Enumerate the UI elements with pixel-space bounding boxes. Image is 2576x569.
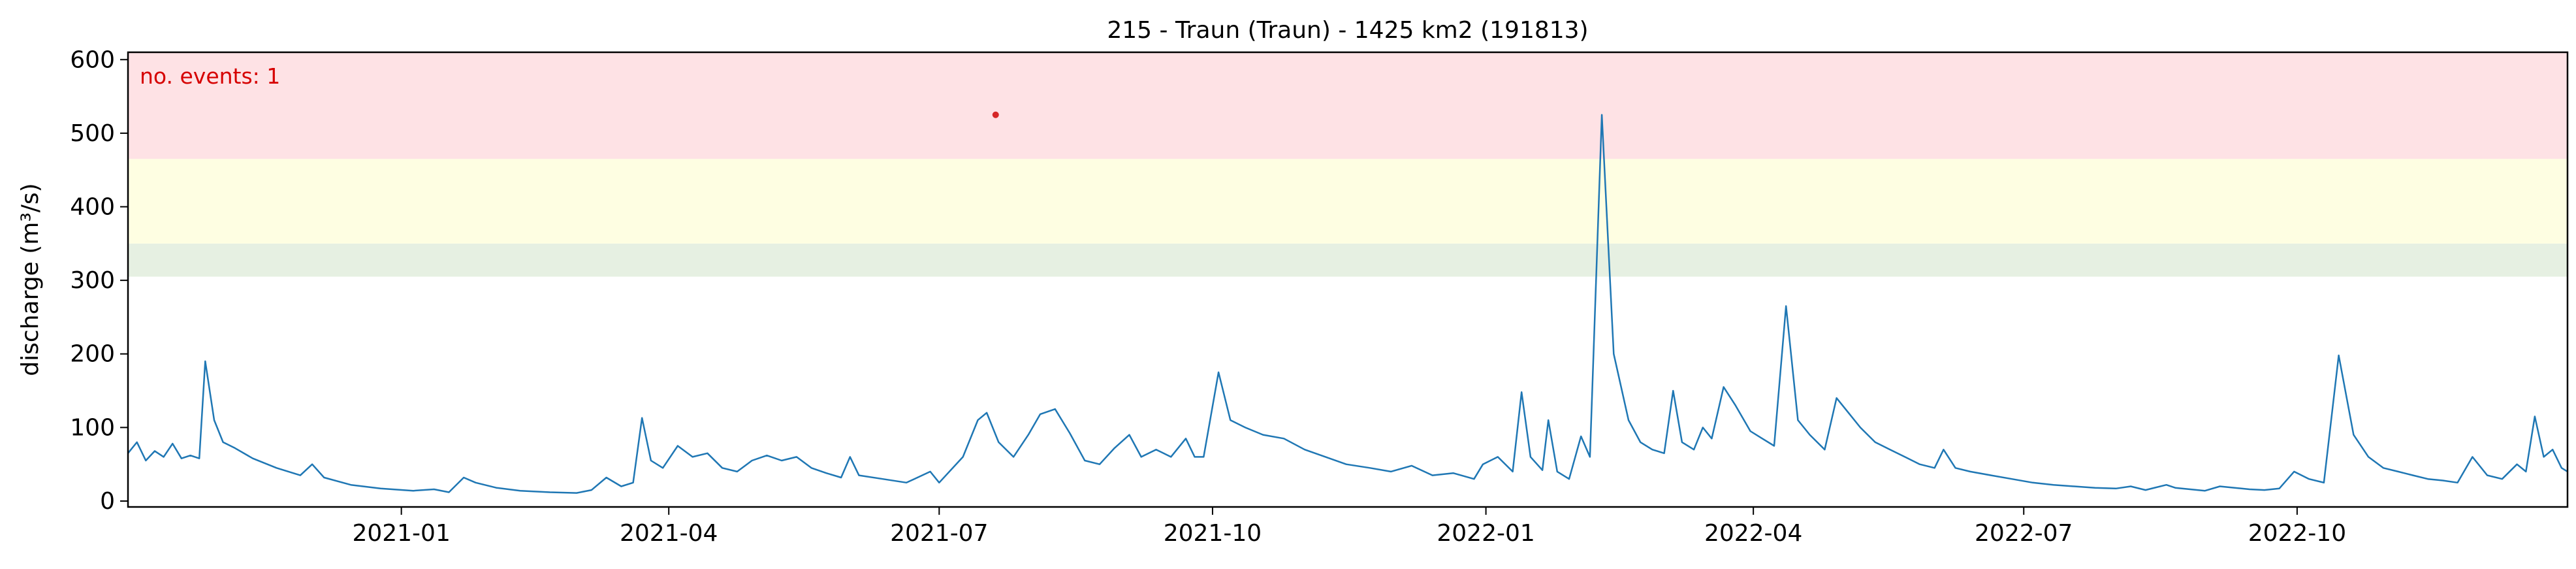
threshold-band-3 bbox=[128, 52, 2568, 159]
x-tick-label: 2022-01 bbox=[1437, 520, 1534, 547]
threshold-band-1 bbox=[128, 243, 2568, 277]
y-tick-label: 200 bbox=[70, 341, 115, 368]
threshold-band-2 bbox=[128, 159, 2568, 244]
y-tick-label: 500 bbox=[70, 120, 115, 147]
event-count-annotation: no. events: 1 bbox=[140, 63, 280, 89]
event-point-1 bbox=[992, 111, 999, 118]
x-tick-label: 2021-07 bbox=[890, 520, 988, 547]
y-tick-label: 0 bbox=[100, 488, 115, 515]
x-tick-label: 2022-10 bbox=[2248, 520, 2346, 547]
y-tick-label: 100 bbox=[70, 414, 115, 441]
y-tick-label: 300 bbox=[70, 267, 115, 294]
threshold-bands bbox=[128, 52, 2568, 277]
x-tick-label: 2022-07 bbox=[1975, 520, 2073, 547]
x-tick-label: 2021-04 bbox=[620, 520, 718, 547]
plot-frame bbox=[127, 51, 2569, 508]
series-layer bbox=[127, 114, 2568, 494]
y-axis: 0 100 200 300 400 500 600 bbox=[70, 46, 128, 515]
x-axis: 2021-01 2021-04 2021-07 2021-10 2022-01 2022-… bbox=[352, 507, 2346, 547]
x-tick-label: 2021-10 bbox=[1164, 520, 1262, 547]
y-tick-label: 600 bbox=[70, 46, 115, 73]
chart-title: 215 - Traun (Traun) - 1425 km2 (191813) bbox=[1107, 17, 1588, 44]
event-markers bbox=[992, 111, 999, 118]
x-tick-label: 2021-01 bbox=[352, 520, 450, 547]
y-axis-label: discharge (m³/s) bbox=[17, 183, 44, 376]
x-tick-label: 2022-04 bbox=[1704, 520, 1802, 547]
series-line-1 bbox=[127, 114, 2568, 494]
y-tick-label: 400 bbox=[70, 194, 115, 221]
